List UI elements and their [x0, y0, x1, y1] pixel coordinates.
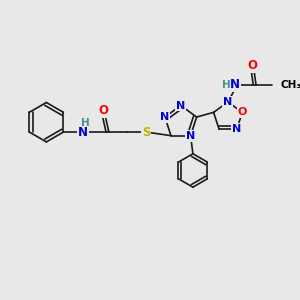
Text: N: N [176, 100, 185, 110]
Text: N: N [223, 97, 232, 107]
Text: O: O [98, 104, 108, 117]
Text: N: N [78, 125, 88, 139]
Text: O: O [238, 107, 247, 117]
Text: O: O [247, 59, 257, 72]
Text: S: S [142, 125, 150, 139]
Text: H: H [81, 118, 90, 128]
Text: N: N [232, 124, 242, 134]
Text: N: N [230, 78, 240, 91]
Text: N: N [186, 131, 195, 141]
Text: H: H [222, 80, 231, 90]
Text: N: N [160, 112, 170, 122]
Text: CH₃: CH₃ [280, 80, 300, 90]
